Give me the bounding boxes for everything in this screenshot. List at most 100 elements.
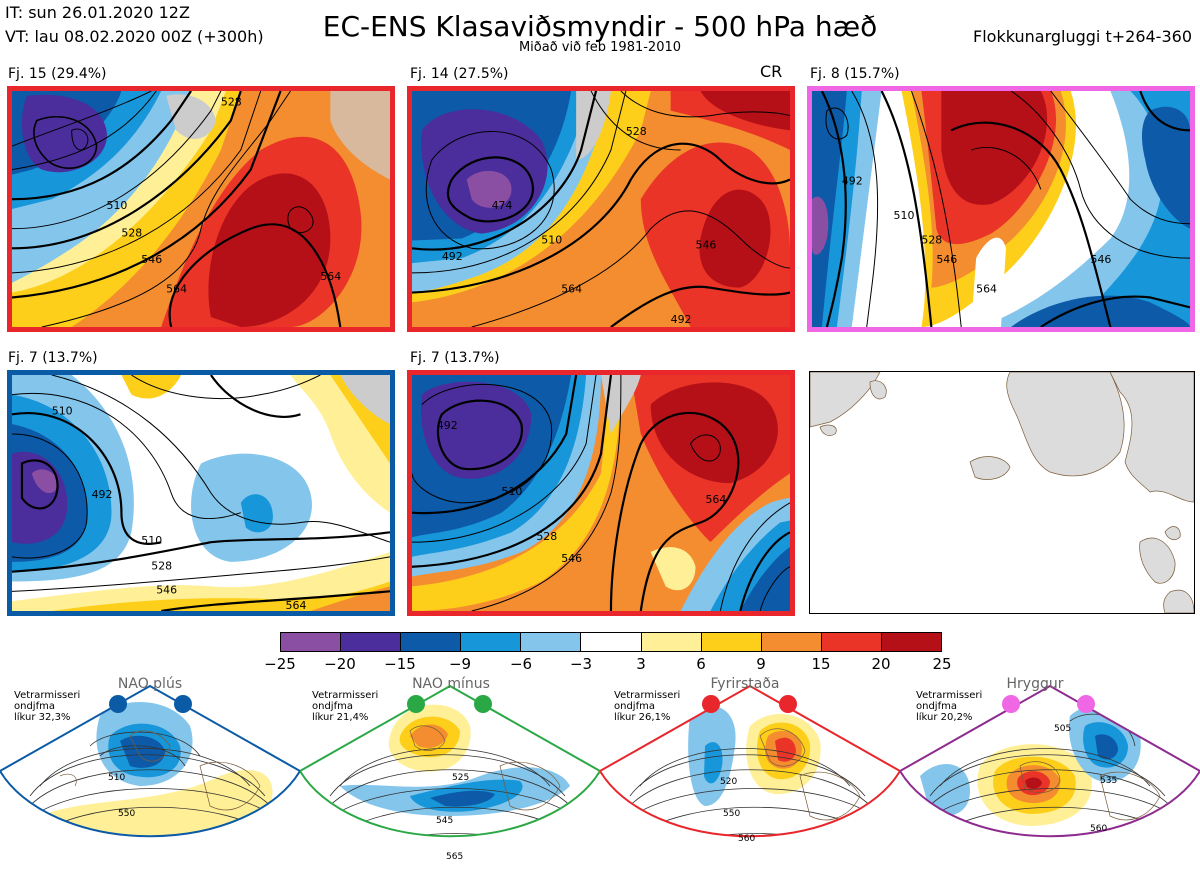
contour-label: 528: [121, 227, 142, 240]
contour-label: 492: [437, 419, 458, 432]
cluster-map-2: 474 492 510 528 546 564 492: [407, 86, 795, 332]
base-map: [809, 371, 1195, 614]
regime-blocking: 520 550 560: [600, 676, 900, 871]
regime-title: NAO plús: [117, 676, 183, 692]
regime-contour-label: 525: [452, 773, 469, 783]
panel-label: Fj. 14 (27.5%): [410, 66, 509, 82]
contour-label: 528: [626, 125, 647, 138]
regime-contour-label: 550: [118, 809, 135, 819]
contour-label: 546: [936, 253, 957, 266]
control-run-tag: CR: [760, 62, 783, 81]
colorbar-tick: −3: [569, 655, 593, 673]
contour-label: 564: [976, 283, 997, 296]
contour-label: 546: [696, 238, 717, 251]
panel-label: Fj. 7 (13.7%): [410, 350, 500, 366]
contour-label: 510: [894, 209, 915, 222]
regime-marker: [407, 695, 425, 713]
colorbar-swatch: [581, 633, 642, 651]
colorbar-tick: −15: [384, 655, 416, 673]
contour-label: 546: [141, 253, 162, 266]
cluster-map-5: 492 510 528 546 564: [407, 370, 795, 616]
initial-time: IT: sun 26.01.2020 12Z: [5, 3, 190, 22]
regime-contour-label: 520: [720, 777, 737, 787]
regime-info-line: ondjfma: [916, 701, 957, 712]
regime-info-line: Vetrarmisseri: [312, 690, 379, 701]
colorbar-swatch: [641, 633, 702, 651]
contour-label: 546: [561, 552, 582, 565]
regime-nao-minus: 525 545 565: [300, 676, 600, 871]
regime-info-line: Vetrarmisseri: [916, 690, 983, 701]
regime-contour-label: 510: [108, 773, 125, 783]
regime-info: Vetrarmisseri ondjfma líkur 21,4%: [312, 690, 378, 723]
contour-label: 564: [286, 599, 307, 611]
regime-marker: [109, 695, 127, 713]
regime-info-line: ondjfma: [312, 701, 353, 712]
contour-label: 510: [502, 485, 523, 498]
regime-info-line: líkur 32,3%: [14, 712, 71, 723]
contour-label: 492: [671, 313, 692, 326]
regime-marker: [174, 695, 192, 713]
regime-title: Fyrirstaða: [710, 676, 780, 692]
regime-info: Vetrarmisseri ondjfma líkur 20,2%: [916, 690, 982, 723]
regime-contour-label: 560: [1090, 824, 1107, 834]
classification-window: Flokkunargluggi t+264-360: [973, 27, 1192, 46]
regime-marker: [1077, 695, 1095, 713]
cluster-map-3: 492 510 528 546 564 546: [807, 86, 1195, 332]
regime-marker: [1002, 695, 1020, 713]
regime-info-line: Vetrarmisseri: [614, 690, 681, 701]
colorbar-tick: 25: [932, 655, 952, 673]
regime-contour-label: 505: [1054, 724, 1071, 734]
contour-label: 474: [492, 199, 513, 212]
regime-marker: [779, 695, 797, 713]
contour-label: 492: [842, 174, 863, 187]
contour-label: 510: [52, 404, 73, 417]
colorbar-tick: −9: [448, 655, 472, 673]
contour-label: 564: [561, 283, 582, 296]
page-title: EC-ENS Klasaviðsmyndir - 500 hPa hæð: [322, 10, 878, 43]
contour-label: 546: [1091, 253, 1112, 266]
colorbar-swatch: [821, 633, 882, 651]
colorbar-tick: 3: [636, 655, 646, 673]
regime-contour-label: 535: [1100, 776, 1117, 786]
contour-label: 528: [151, 560, 172, 573]
colorbar: [280, 632, 942, 652]
valid-time: VT: lau 08.02.2020 00Z (+300h): [5, 27, 264, 46]
colorbar-tick: −25: [264, 655, 296, 673]
regime-info-line: Vetrarmisseri: [14, 690, 81, 701]
regime-info: Vetrarmisseri ondjfma líkur 32,3%: [14, 690, 80, 723]
colorbar-swatch: [281, 633, 342, 651]
regime-nao-plus: 510 550: [0, 676, 300, 871]
contour-label: 510: [541, 233, 562, 246]
contour-label: 492: [442, 250, 463, 263]
regime-info-line: líkur 20,2%: [916, 712, 973, 723]
colorbar-swatch: [701, 633, 762, 651]
colorbar-swatch: [401, 633, 462, 651]
panel-label: Fj. 15 (29.4%): [8, 66, 107, 82]
colorbar-tick: 6: [696, 655, 706, 673]
colorbar-swatch: [881, 633, 942, 651]
contour-label: 528: [536, 530, 557, 543]
panel-label: Fj. 7 (13.7%): [8, 350, 98, 366]
contour-label: 528: [921, 233, 942, 246]
contour-label: 510: [141, 534, 162, 547]
contour-label: 546: [156, 583, 177, 596]
regime-contour-label: 550: [723, 809, 740, 819]
contour-label: 564: [705, 493, 726, 506]
colorbar-tick: −6: [509, 655, 533, 673]
contour-label: 492: [92, 488, 113, 501]
colorbar-tick: −20: [324, 655, 356, 673]
colorbar-swatch: [341, 633, 402, 651]
regime-ridge: 505 535 560: [900, 676, 1200, 871]
colorbar-swatch: [521, 633, 582, 651]
colorbar-tick: 20: [871, 655, 891, 673]
regime-contour-label: 560: [738, 834, 755, 844]
colorbar-swatch: [761, 633, 822, 651]
colorbar-tick: 9: [756, 655, 766, 673]
cluster-map-1: 510 528 546 564 564 528: [7, 86, 395, 332]
colorbar-swatch: [461, 633, 522, 651]
regime-info-line: líkur 26,1%: [614, 712, 671, 723]
colorbar-tick: 15: [811, 655, 831, 673]
page-subtitle: Miðað við feb 1981-2010: [518, 40, 682, 55]
contour-label: 510: [106, 199, 127, 212]
contour-label: 564: [320, 270, 341, 283]
